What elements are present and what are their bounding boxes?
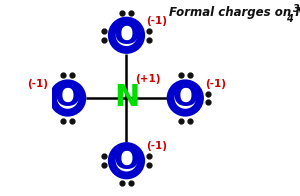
Text: Formal charges on NO: Formal charges on NO bbox=[169, 6, 300, 19]
Text: N: N bbox=[114, 83, 139, 113]
Text: 4: 4 bbox=[286, 14, 293, 24]
Text: O: O bbox=[113, 146, 140, 175]
Circle shape bbox=[108, 142, 145, 179]
Circle shape bbox=[49, 79, 86, 117]
Text: O: O bbox=[172, 83, 198, 113]
Text: (-1): (-1) bbox=[205, 79, 226, 89]
Circle shape bbox=[108, 17, 145, 54]
Circle shape bbox=[116, 150, 137, 172]
Circle shape bbox=[57, 87, 79, 109]
Text: 3-: 3- bbox=[293, 4, 300, 14]
Circle shape bbox=[116, 24, 137, 46]
Text: O: O bbox=[113, 21, 140, 50]
Text: (-1): (-1) bbox=[146, 141, 167, 152]
Text: (-1): (-1) bbox=[146, 16, 167, 26]
Text: (-1): (-1) bbox=[27, 79, 48, 89]
Text: (+1): (+1) bbox=[135, 74, 161, 84]
Circle shape bbox=[175, 87, 196, 109]
Text: O: O bbox=[55, 83, 81, 113]
Circle shape bbox=[167, 79, 204, 117]
